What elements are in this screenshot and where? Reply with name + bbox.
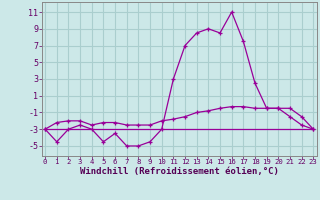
X-axis label: Windchill (Refroidissement éolien,°C): Windchill (Refroidissement éolien,°C) xyxy=(80,167,279,176)
